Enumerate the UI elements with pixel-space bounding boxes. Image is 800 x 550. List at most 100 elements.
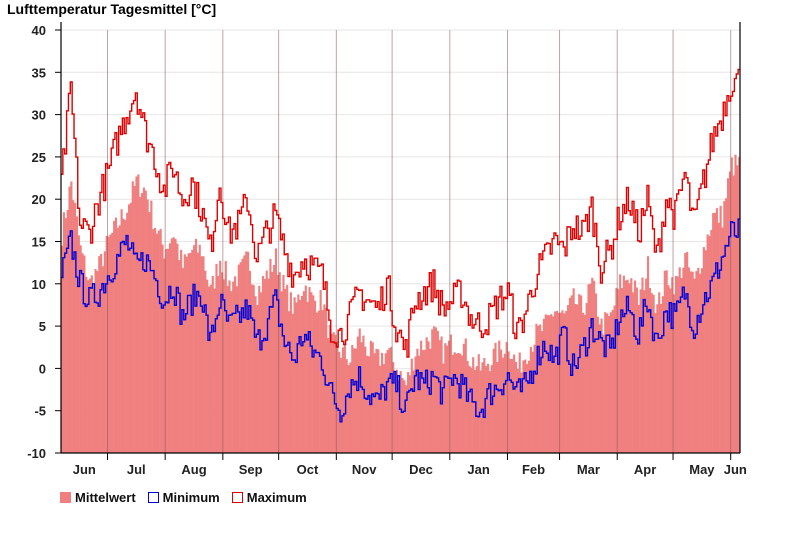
mean-bar [81, 253, 84, 453]
mean-bar [687, 267, 691, 453]
mean-bar [317, 310, 320, 453]
mean-bar [129, 202, 132, 453]
mean-bar [300, 295, 304, 453]
mean-bar [516, 368, 519, 453]
mean-bar [632, 292, 635, 453]
legend-item-min[interactable]: Minimum [147, 490, 220, 505]
mean-bar [314, 300, 317, 453]
mean-bar [453, 352, 456, 453]
mean-bar [460, 355, 464, 453]
mean-bar [433, 326, 436, 453]
mean-bar [552, 316, 555, 453]
mean-bar [674, 275, 678, 453]
mean-bar [544, 314, 547, 453]
mean-bar [399, 371, 402, 453]
mean-bar [602, 334, 605, 453]
mean-bar [170, 238, 173, 453]
mean-bar [274, 248, 278, 453]
mean-bar [416, 348, 419, 453]
mean-bar [686, 251, 689, 453]
mean-bar [405, 385, 408, 453]
mean-bar [628, 283, 631, 453]
mean-bar [113, 220, 116, 453]
mean-bar [403, 380, 406, 453]
mean-bar [321, 310, 324, 453]
mean-bar [490, 365, 493, 453]
mean-bar [286, 284, 289, 453]
mean-bar [617, 288, 620, 453]
mean-bar [291, 313, 294, 453]
mean-bar [734, 154, 737, 453]
mean-bar [157, 230, 160, 453]
mean-bar [715, 208, 718, 453]
mean-bar [485, 365, 488, 453]
mean-bar [247, 251, 250, 453]
mean-bar [278, 272, 281, 453]
mean-bar [379, 365, 382, 453]
mean-bar [336, 341, 339, 453]
mean-bar [520, 372, 523, 453]
mean-bar [161, 244, 164, 453]
mean-bar [250, 284, 253, 453]
mean-bar [611, 309, 614, 453]
mean-bar [194, 238, 198, 453]
mean-bar [418, 355, 421, 453]
mean-bar [319, 290, 322, 453]
mean-bar [325, 307, 328, 453]
mean-bar [663, 270, 666, 453]
mean-bar [593, 280, 596, 453]
mean-bar [609, 312, 612, 453]
mean-bar [578, 294, 581, 453]
mean-bar [420, 340, 423, 453]
mean-bar [154, 227, 157, 453]
mean-bar [142, 187, 146, 453]
x-tick-label: Oct [297, 462, 319, 477]
mean-bar [351, 345, 354, 453]
mean-bar [650, 293, 653, 453]
mean-bar [92, 288, 95, 453]
mean-bar [377, 349, 380, 453]
mean-bar [591, 277, 594, 453]
mean-bar [704, 250, 707, 453]
mean-bar [487, 363, 490, 453]
mean-bar [185, 256, 188, 453]
mean-bar [340, 357, 343, 453]
mean-bar [341, 347, 345, 453]
mean-bar [124, 219, 127, 453]
mean-bar [661, 296, 665, 453]
mean-bar [522, 360, 525, 453]
mean-bar [127, 204, 131, 453]
mean-bar [702, 247, 705, 453]
mean-bar [310, 292, 313, 453]
mean-bar [308, 287, 311, 453]
mean-bar [730, 157, 733, 453]
mean-bar [561, 310, 564, 453]
legend-item-max[interactable]: Maximum [231, 490, 307, 505]
mean-bar [380, 352, 384, 453]
mean-bar [738, 157, 741, 453]
mean-bar [682, 267, 685, 453]
mean-bar [565, 310, 568, 453]
mean-bar [459, 353, 462, 453]
mean-bar [220, 272, 224, 453]
mean-bar [447, 340, 451, 453]
mean-bar [652, 294, 655, 453]
mean-bar [61, 245, 64, 453]
mean-bar [258, 285, 261, 453]
mean-bar [706, 234, 709, 453]
mean-bar [375, 348, 378, 453]
mean-bar [66, 209, 69, 453]
legend-item-mean[interactable]: Mittelwert [60, 490, 136, 505]
mean-bar [576, 304, 579, 453]
mean-bar [133, 185, 136, 453]
mean-bar [477, 354, 480, 453]
mean-bar [94, 268, 97, 453]
mean-bar [607, 315, 611, 453]
mean-bar [202, 256, 205, 453]
mean-bar [511, 358, 514, 453]
mean-bar [539, 324, 542, 453]
mean-bar [407, 372, 410, 453]
mean-bar [462, 343, 465, 453]
mean-bar [261, 275, 265, 453]
mean-bar [572, 288, 575, 453]
